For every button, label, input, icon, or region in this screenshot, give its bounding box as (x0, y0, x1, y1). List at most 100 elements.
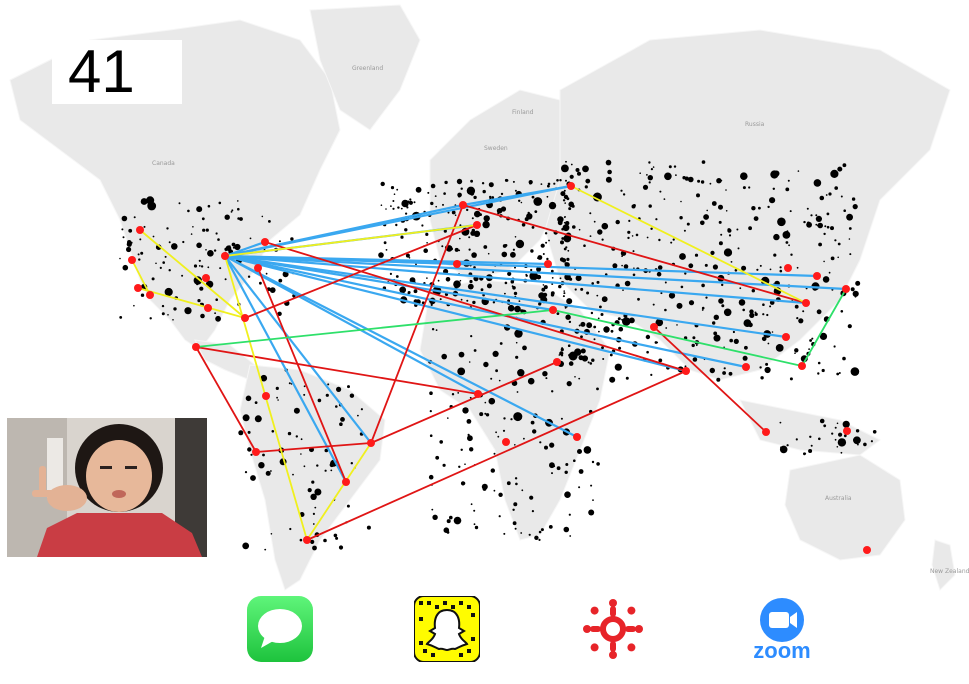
population-dot (390, 186, 395, 190)
population-dot (748, 186, 751, 189)
population-dot (538, 538, 541, 542)
population-dot (585, 178, 591, 184)
population-dot (200, 265, 204, 268)
population-dot (536, 266, 542, 272)
population-dot (742, 186, 746, 190)
zoom-app[interactable]: zoom (747, 596, 817, 662)
population-dot (578, 486, 581, 489)
population-dot (347, 385, 350, 389)
population-dot (317, 490, 320, 493)
population-dot (484, 401, 487, 404)
population-dot (830, 226, 834, 231)
population-dot (811, 337, 814, 340)
canvas-app[interactable] (580, 596, 646, 662)
population-dot (683, 229, 686, 232)
population-dot (580, 287, 584, 291)
population-dot (676, 324, 678, 326)
city-marker (453, 260, 461, 268)
population-dot (632, 273, 636, 277)
city-marker (474, 390, 482, 398)
population-dot (400, 235, 404, 239)
population-dot (720, 179, 723, 182)
messages-app[interactable] (247, 596, 313, 662)
population-dot (514, 236, 517, 238)
population-dot (511, 285, 514, 288)
population-dot (389, 272, 392, 275)
population-dot (513, 412, 523, 422)
population-dot (712, 264, 719, 270)
population-dot (567, 249, 570, 252)
population-dot (578, 228, 581, 231)
population-dot (349, 393, 355, 398)
population-dot (582, 356, 585, 359)
population-dot (426, 242, 428, 244)
population-dot (826, 212, 830, 216)
route-line-green (801, 288, 847, 367)
population-dot (718, 220, 722, 224)
population-dot (540, 183, 543, 186)
population-dot (647, 175, 653, 181)
population-dot (561, 227, 564, 231)
population-dot (213, 249, 217, 252)
population-dot (312, 545, 317, 551)
population-dot (399, 286, 407, 294)
population-dot (504, 292, 506, 295)
route-line-red (255, 442, 372, 453)
population-dot (627, 230, 631, 234)
population-dot (493, 452, 496, 455)
population-dot (557, 220, 563, 226)
population-dot (479, 412, 484, 417)
population-dot (787, 179, 790, 182)
population-dot (445, 277, 451, 282)
population-dot (457, 392, 460, 394)
population-dot (577, 171, 581, 176)
route-line-yellow (570, 185, 807, 304)
population-dot (324, 469, 327, 472)
city-marker (128, 256, 136, 264)
population-dot (617, 317, 621, 321)
population-dot (842, 163, 847, 168)
population-dot (622, 317, 631, 326)
population-dot (847, 324, 852, 329)
population-dot (545, 377, 548, 380)
population-dot (498, 379, 501, 382)
population-dot (459, 224, 462, 227)
population-dot (503, 532, 506, 535)
population-dot (467, 435, 473, 442)
population-dot (652, 303, 655, 306)
population-dot (560, 240, 564, 245)
population-dot (207, 204, 211, 208)
population-dot (738, 299, 746, 306)
population-dot (725, 210, 728, 212)
route-line-blue (224, 254, 687, 373)
population-dot (831, 432, 834, 435)
population-dot (277, 399, 279, 401)
population-dot (753, 216, 759, 222)
population-dot (501, 251, 508, 258)
webcam-feed (7, 418, 207, 557)
snapchat-app[interactable] (413, 595, 481, 663)
population-dot (229, 245, 231, 247)
population-dot (312, 512, 315, 516)
population-dot (703, 214, 709, 220)
population-dot (350, 462, 353, 465)
population-dot (439, 440, 444, 444)
city-marker (221, 252, 229, 260)
population-dot (563, 292, 566, 295)
population-dot (534, 535, 539, 540)
population-dot (593, 338, 596, 341)
population-dot (568, 320, 572, 324)
population-dot (510, 418, 513, 421)
population-dot (817, 224, 819, 227)
snapchat-icon (413, 595, 481, 663)
population-dot (481, 182, 485, 185)
population-dot (834, 186, 838, 190)
route-line-red (462, 204, 807, 304)
label-russia: Russia (745, 121, 765, 128)
population-dot (393, 193, 396, 195)
population-dot (333, 533, 338, 538)
population-dot (512, 248, 516, 251)
population-dot (583, 244, 586, 247)
population-dot (462, 407, 469, 414)
population-dot (149, 317, 152, 320)
